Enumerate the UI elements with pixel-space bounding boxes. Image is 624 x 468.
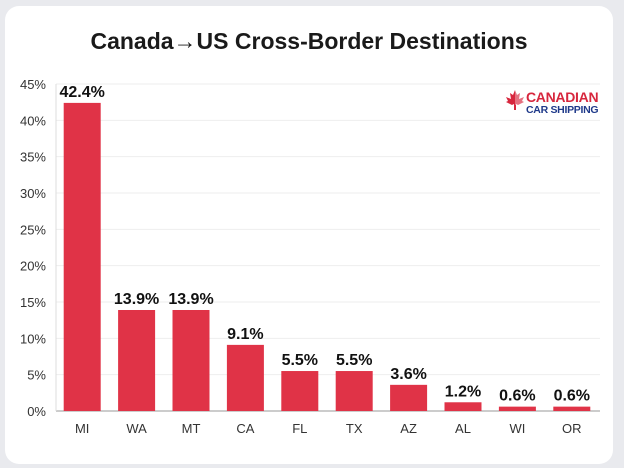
y-tick-label: 45% xyxy=(20,77,46,92)
bar-FL xyxy=(281,371,319,411)
x-tick-label: AZ xyxy=(400,421,417,436)
maple-leaf-icon xyxy=(506,90,525,110)
y-tick-label: 5% xyxy=(27,368,46,383)
data-label: 42.4% xyxy=(60,84,105,101)
chart-title: Canada→US Cross-Border Destinations xyxy=(90,28,528,54)
bar-WA xyxy=(118,309,156,411)
data-label: 5.5% xyxy=(282,352,318,369)
bar-MI xyxy=(63,102,101,411)
bar-TX xyxy=(335,371,373,411)
data-label: 0.6% xyxy=(499,388,535,405)
y-tick-label: 0% xyxy=(27,404,46,419)
data-label: 3.6% xyxy=(390,366,426,383)
y-tick-label: 20% xyxy=(20,259,46,274)
data-label: 1.2% xyxy=(445,383,481,400)
bar-AZ xyxy=(390,384,428,411)
y-tick-label: 10% xyxy=(20,331,46,346)
x-tick-label: WA xyxy=(126,421,147,436)
y-tick-label: 15% xyxy=(20,295,46,310)
data-label: 9.1% xyxy=(227,326,263,343)
x-tick-label: MI xyxy=(75,421,89,436)
y-tick-label: 25% xyxy=(20,222,46,237)
bar-MT xyxy=(172,309,210,411)
x-tick-label: OR xyxy=(562,421,582,436)
y-tick-label: 40% xyxy=(20,113,46,128)
bar-AL xyxy=(444,402,482,411)
data-label: 13.9% xyxy=(114,291,159,308)
x-tick-label: AL xyxy=(455,421,471,436)
x-tick-label: TX xyxy=(346,421,363,436)
x-tick-label: WI xyxy=(509,421,525,436)
y-tick-label: 30% xyxy=(20,186,46,201)
bar-CA xyxy=(226,344,264,411)
bar-WI xyxy=(498,406,536,411)
x-tick-label: CA xyxy=(236,421,254,436)
bar-OR xyxy=(553,406,591,411)
x-tick-label: FL xyxy=(292,421,307,436)
logo-line2: CAR SHIPPING xyxy=(526,104,599,116)
data-label: 5.5% xyxy=(336,352,372,369)
x-tick-label: MT xyxy=(182,421,201,436)
y-tick-label: 35% xyxy=(20,150,46,165)
data-label: 13.9% xyxy=(168,291,213,308)
company-logo: CANADIAN CAR SHIPPING xyxy=(505,89,605,119)
data-label: 0.6% xyxy=(554,388,590,405)
logo-line1: CANADIAN xyxy=(526,89,599,105)
